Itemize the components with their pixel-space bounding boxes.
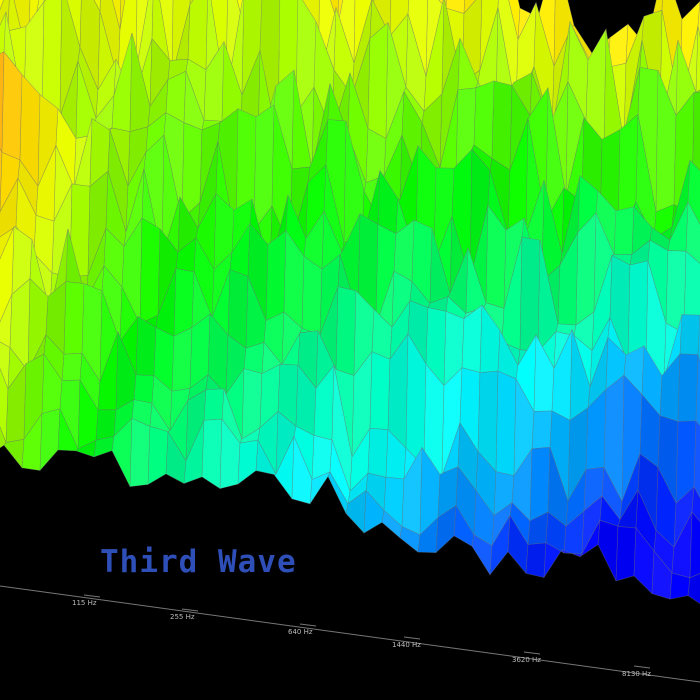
- surface-cell: [685, 200, 700, 264]
- surface-cell: [679, 314, 700, 355]
- surface-cell: [495, 370, 517, 477]
- surface-cell: [119, 0, 126, 30]
- surface-cell: [367, 22, 389, 140]
- tick-label: 115 Hz: [72, 599, 97, 607]
- surface-cell: [367, 427, 389, 478]
- surface-cell: [691, 485, 700, 523]
- tick-mark: [83, 594, 101, 598]
- tick-mark: [299, 623, 317, 627]
- surface-cell: [139, 217, 161, 325]
- axis-ticks: 115 Hz 255 Hz 640 Hz 1440 Hz 3620 Hz 8130 Hz: [72, 594, 651, 678]
- surface-cell: [203, 388, 225, 421]
- tick-mark: [403, 636, 421, 640]
- surface-cell: [369, 351, 391, 430]
- tick-label: 1440 Hz: [392, 641, 421, 649]
- surface-cell: [463, 0, 477, 15]
- spectrum-surface: [0, 0, 700, 605]
- surface-cell: [693, 89, 700, 93]
- surface-cell: [61, 352, 83, 381]
- surface-cell: [173, 268, 195, 337]
- tick-label: 255 Hz: [170, 613, 195, 621]
- tick-label: 640 Hz: [288, 628, 313, 636]
- surface-cell: [613, 206, 635, 255]
- surface-cell: [365, 128, 387, 184]
- surface-cell: [0, 148, 3, 212]
- tick-mark: [181, 608, 199, 612]
- surface-cell: [135, 0, 149, 73]
- tick-mark: [633, 665, 651, 669]
- surface-cell: [693, 420, 700, 499]
- surface-cell: [525, 542, 547, 578]
- surface-cell: [687, 159, 700, 225]
- surface-cell: [491, 80, 513, 171]
- frequency-axis: [0, 585, 700, 683]
- title: Third Wave: [100, 544, 297, 580]
- surface-cell: [335, 286, 357, 376]
- surface-cell: [529, 446, 551, 522]
- surface-cell: [425, 0, 447, 77]
- surface-cell: [63, 281, 85, 355]
- surface-cell: [187, 0, 208, 71]
- surface-cell: [531, 410, 553, 450]
- tick-mark: [523, 651, 541, 655]
- surface-cell: [95, 409, 117, 441]
- surface-cell: [171, 326, 193, 392]
- surface-cell: [695, 25, 700, 93]
- surface-cell: [615, 525, 637, 582]
- surface-cell: [695, 354, 700, 427]
- tick-label: 3620 Hz: [512, 656, 541, 664]
- surface-cell: [135, 316, 157, 376]
- surface-cell: [265, 230, 287, 322]
- surface-cell: [677, 353, 699, 422]
- surface-cell: [337, 0, 344, 25]
- surface-cell: [129, 417, 151, 488]
- surface-cell: [519, 236, 541, 352]
- surface-cell: [133, 374, 155, 404]
- surface-cell: [669, 572, 691, 600]
- surface-cell: [227, 269, 249, 349]
- surface-cell: [687, 573, 700, 605]
- surface-cell: [43, 0, 46, 3]
- surface-cell: [201, 418, 223, 490]
- surface-cell: [301, 255, 323, 336]
- surface-cell: [689, 511, 700, 579]
- tick-label: 8130 Hz: [622, 670, 651, 678]
- surface-cell: [353, 0, 375, 64]
